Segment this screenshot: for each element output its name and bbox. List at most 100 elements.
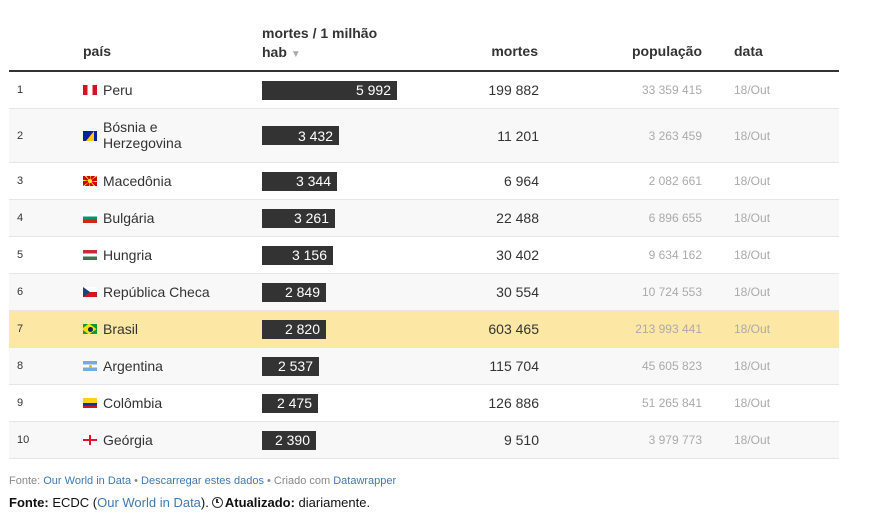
download-data-link[interactable]: Descarregar estes dados (141, 475, 264, 487)
table-header: país mortes / 1 milhão hab ▼ mortes popul… (9, 16, 839, 72)
rate-value: 3 156 (291, 247, 327, 263)
colombia-flag-icon (83, 398, 97, 408)
row-rank: 3 (17, 175, 24, 187)
sort-descending-icon[interactable]: ▼ (290, 49, 301, 60)
table-row: 6 República Checa 2 849 30 554 10 724 553 18/… (9, 274, 839, 311)
country-name: Peru (103, 82, 133, 98)
rate-bar: 3 432 (262, 126, 339, 145)
row-deaths: 9 510 (503, 432, 539, 448)
row-country: Macedônia (83, 163, 172, 199)
updated-label: Atualizado: (224, 495, 295, 510)
table-row: 9 Colômbia 2 475 126 886 51 265 841 18/Out (9, 385, 839, 422)
datawrapper-link[interactable]: Datawrapper (333, 475, 397, 487)
source-label: Fonte: (9, 495, 49, 510)
row-date: 18/Out (734, 83, 771, 97)
source-close: ). (200, 495, 209, 510)
row-population: 3 979 773 (648, 433, 702, 447)
row-date: 18/Out (734, 174, 771, 188)
source-note: Fonte: ECDC (Our World in Data). Atualiza… (9, 495, 370, 510)
row-date: 18/Out (734, 359, 771, 373)
row-rate: 2 820 (262, 311, 462, 347)
row-rate: 2 390 (262, 422, 462, 458)
source-link[interactable]: Our World in Data (43, 475, 132, 487)
row-deaths: 11 201 (497, 127, 539, 144)
header-death-rate[interactable]: mortes / 1 milhão hab ▼ (262, 24, 377, 64)
rate-value: 3 261 (293, 210, 329, 226)
country-name: Argentina (103, 358, 163, 374)
rate-bar: 5 992 (262, 80, 397, 100)
rate-bar: 2 475 (262, 393, 318, 413)
row-country: Bósnia e Herzegovina (83, 109, 188, 151)
row-deaths: 126 886 (488, 395, 539, 411)
header-country[interactable]: país (83, 43, 112, 59)
header-population[interactable]: população (631, 43, 702, 59)
row-country: Peru (83, 72, 133, 108)
row-rate: 3 156 (262, 237, 462, 273)
row-country: Hungria (83, 237, 152, 273)
table-row: 10 Geórgia 2 390 9 510 3 979 773 18/Out (9, 422, 839, 459)
country-name: Colômbia (103, 395, 163, 411)
country-name: Geórgia (103, 432, 153, 448)
country-name: República Checa (103, 284, 210, 300)
row-date: 18/Out (734, 285, 771, 299)
row-rate: 2 475 (262, 385, 462, 421)
row-rate: 2 537 (262, 348, 462, 384)
header-date[interactable]: data (734, 43, 763, 59)
table-row: 2 Bósnia e Herzegovina 3 432 11 201 3 263 45… (9, 109, 839, 163)
row-country: Argentina (83, 348, 163, 384)
row-country: Brasil (83, 311, 138, 347)
row-population: 45 605 823 (641, 359, 702, 373)
argentina-flag-icon (83, 361, 97, 371)
row-date: 18/Out (734, 248, 771, 262)
row-rank: 6 (17, 286, 24, 298)
row-rate: 3 344 (262, 163, 462, 199)
rate-value: 5 992 (355, 82, 391, 98)
header-rate-line1: mortes / 1 milhão (262, 25, 378, 41)
row-rank: 2 (17, 129, 24, 142)
row-population: 10 724 553 (641, 285, 702, 299)
country-name: Macedônia (103, 173, 172, 189)
credits-prefix: Fonte: (9, 475, 44, 487)
country-name: Bulgária (103, 210, 155, 226)
row-country: Geórgia (83, 422, 153, 458)
rate-value: 2 820 (284, 321, 320, 337)
header-deaths[interactable]: mortes (491, 43, 538, 59)
owid-link[interactable]: Our World in Data (97, 495, 201, 510)
rate-value: 3 432 (297, 127, 333, 144)
row-population: 2 082 661 (648, 174, 702, 188)
table-row: 4 Bulgária 3 261 22 488 6 896 655 18/Out (9, 200, 839, 237)
georgia-flag-icon (83, 435, 97, 445)
row-date: 18/Out (734, 396, 771, 410)
country-name: Bósnia e Herzegovina (103, 119, 182, 151)
row-population: 33 359 415 (641, 83, 702, 97)
row-date: 18/Out (734, 433, 771, 447)
table-row: 8 Argentina 2 537 115 704 45 605 823 18/Out (9, 348, 839, 385)
row-country: República Checa (83, 274, 210, 310)
row-country: Colômbia (83, 385, 162, 421)
chart-credits: Fonte: Our World in Data • Descarregar e… (9, 475, 396, 487)
table-row: 3 Macedônia 3 344 6 964 2 082 661 18/Out (9, 163, 839, 200)
rate-bar: 2 537 (262, 356, 319, 376)
rate-bar: 2 849 (262, 282, 326, 302)
rate-bar: 2 390 (262, 430, 316, 450)
row-rank: 8 (17, 360, 24, 372)
peru-flag-icon (83, 85, 97, 95)
row-date: 18/Out (734, 322, 771, 336)
row-rank: 10 (17, 434, 30, 446)
row-rank: 5 (17, 249, 24, 261)
row-deaths: 603 465 (488, 321, 539, 337)
row-population: 9 634 162 (648, 248, 702, 262)
macedonia-flag-icon (83, 176, 97, 186)
row-rate: 3 432 (262, 109, 462, 162)
row-country: Bulgária (83, 200, 154, 236)
bosnia-flag-icon (83, 131, 97, 141)
row-deaths: 30 402 (496, 247, 539, 263)
row-deaths: 22 488 (496, 210, 539, 226)
header-rate-line2: hab (262, 44, 287, 60)
updated-value: diariamente. (294, 495, 371, 510)
row-rank: 9 (17, 397, 24, 409)
bulgaria-flag-icon (83, 213, 97, 223)
row-date: 18/Out (734, 211, 771, 225)
row-rate: 3 261 (262, 200, 462, 236)
czech-flag-icon (83, 287, 97, 297)
